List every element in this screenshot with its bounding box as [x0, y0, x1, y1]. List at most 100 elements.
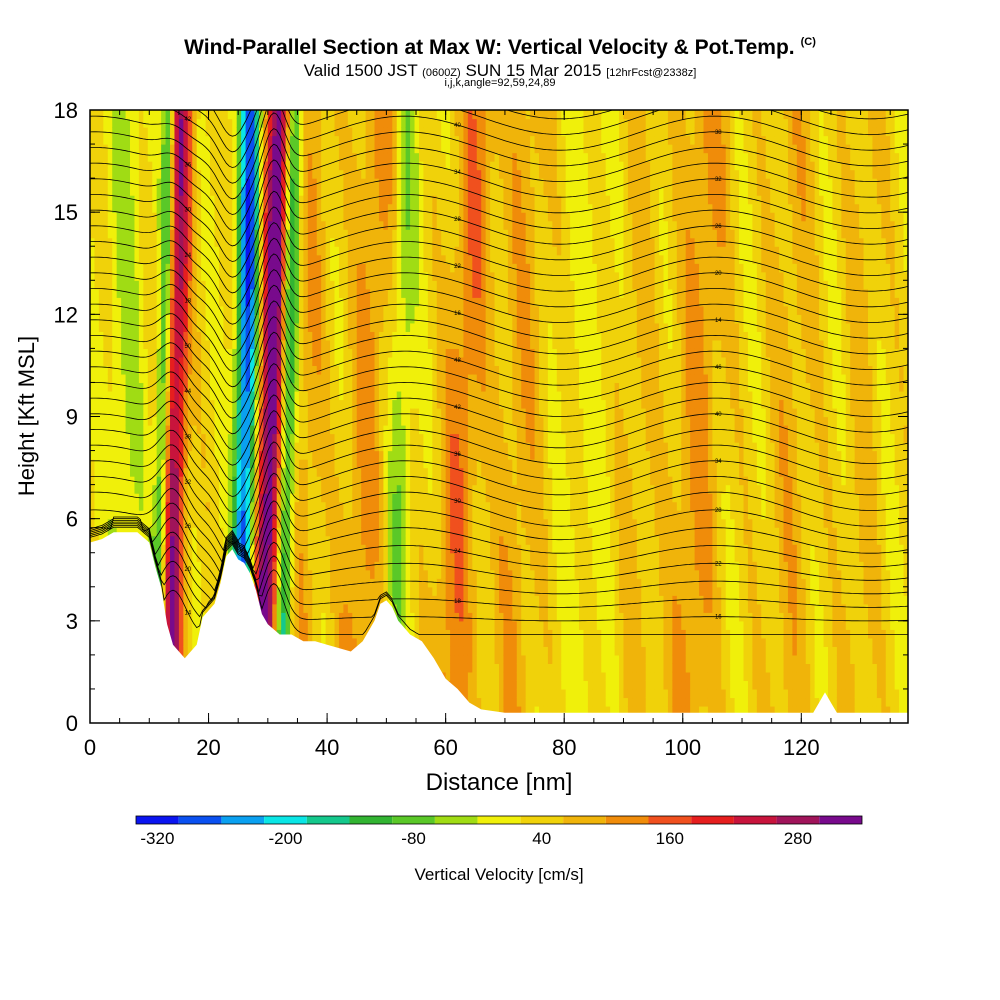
velocity-cell — [236, 314, 242, 324]
velocity-cell — [285, 629, 291, 639]
velocity-cell — [152, 365, 158, 375]
velocity-cell — [107, 442, 113, 452]
velocity-cell — [285, 254, 291, 264]
velocity-cell — [294, 348, 300, 358]
velocity-cell — [294, 161, 300, 171]
velocity-cell — [374, 322, 380, 332]
velocity-cell — [192, 152, 198, 162]
velocity-cell — [303, 348, 309, 358]
velocity-cell — [236, 476, 242, 486]
velocity-cell — [147, 178, 153, 188]
velocity-cell — [134, 118, 140, 128]
velocity-cell — [321, 305, 327, 315]
velocity-cell — [94, 169, 100, 179]
velocity-cell — [130, 493, 136, 503]
velocity-cell — [241, 467, 247, 477]
velocity-cell — [325, 620, 331, 630]
velocity-cell — [294, 373, 300, 384]
velocity-cell — [343, 365, 349, 375]
velocity-cell — [245, 501, 251, 511]
velocity-cell — [218, 382, 224, 392]
velocity-cell — [258, 459, 264, 469]
velocity-cell — [152, 186, 158, 196]
velocity-cell — [192, 416, 198, 426]
velocity-cell — [316, 535, 322, 545]
velocity-cell — [192, 331, 198, 341]
velocity-cell — [116, 280, 122, 290]
velocity-cell — [343, 229, 349, 239]
velocity-cell — [365, 271, 371, 281]
velocity-cell — [241, 331, 247, 341]
velocity-cell — [356, 442, 362, 452]
velocity-cell — [232, 288, 238, 298]
velocity-cell — [125, 425, 131, 435]
velocity-cell — [290, 620, 296, 630]
velocity-cell — [187, 433, 193, 443]
velocity-cell — [263, 322, 269, 332]
velocity-cell — [338, 195, 345, 205]
velocity-cell — [352, 510, 358, 520]
velocity-cell — [210, 356, 216, 367]
velocity-cell — [338, 254, 345, 264]
velocity-cell — [236, 212, 242, 222]
velocity-cell — [214, 399, 220, 409]
velocity-cell — [356, 297, 362, 307]
velocity-cell — [321, 476, 327, 486]
velocity-cell — [147, 135, 153, 145]
velocity-cell — [370, 246, 376, 256]
velocity-cell — [143, 450, 149, 460]
velocity-cell — [227, 288, 233, 298]
velocity-cell — [218, 271, 224, 281]
velocity-cell — [272, 518, 278, 528]
velocity-cell — [338, 297, 345, 307]
velocity-cell — [312, 629, 318, 639]
velocity-cell — [210, 407, 216, 418]
velocity-cell — [170, 203, 176, 213]
velocity-cell — [245, 407, 251, 418]
velocity-cell — [107, 220, 113, 230]
velocity-cell — [316, 263, 322, 273]
velocity-cell — [294, 433, 300, 443]
velocity-cell — [321, 561, 327, 571]
velocity-cell — [156, 552, 162, 562]
velocity-cell — [107, 161, 113, 171]
velocity-cell — [307, 195, 313, 205]
velocity-cell — [294, 144, 300, 154]
velocity-cell — [170, 161, 176, 171]
velocity-cell — [205, 390, 211, 401]
velocity-cell — [338, 390, 345, 401]
velocity-cell — [103, 450, 109, 460]
velocity-cell — [218, 297, 224, 307]
velocity-cell — [227, 229, 233, 239]
velocity-cell — [387, 399, 393, 409]
velocity-cell — [290, 390, 296, 401]
velocity-cell — [365, 203, 371, 213]
velocity-cell — [370, 433, 376, 443]
velocity-cell — [347, 144, 353, 154]
velocity-cell — [90, 254, 96, 264]
velocity-cell — [347, 433, 353, 443]
velocity-cell — [170, 288, 176, 298]
velocity-cell — [276, 229, 282, 239]
velocity-cell — [174, 305, 180, 315]
velocity-cell — [156, 195, 162, 205]
velocity-cell — [321, 603, 327, 613]
velocity-cell — [98, 339, 104, 349]
velocity-cell — [178, 510, 184, 520]
velocity-cell — [192, 373, 198, 384]
velocity-cell — [232, 356, 238, 367]
velocity-cell — [227, 135, 233, 145]
velocity-cell — [116, 263, 122, 273]
velocity-cell — [241, 442, 247, 452]
velocity-cell — [307, 552, 313, 562]
velocity-cell — [201, 178, 207, 188]
velocity-cell — [125, 390, 131, 401]
velocity-cell — [383, 246, 389, 256]
velocity-cell — [241, 186, 247, 196]
velocity-cell — [174, 237, 180, 247]
velocity-cell — [187, 280, 193, 290]
velocity-cell — [90, 433, 96, 443]
velocity-cell — [272, 135, 278, 145]
velocity-cell — [214, 297, 220, 307]
velocity-cell — [178, 305, 184, 315]
